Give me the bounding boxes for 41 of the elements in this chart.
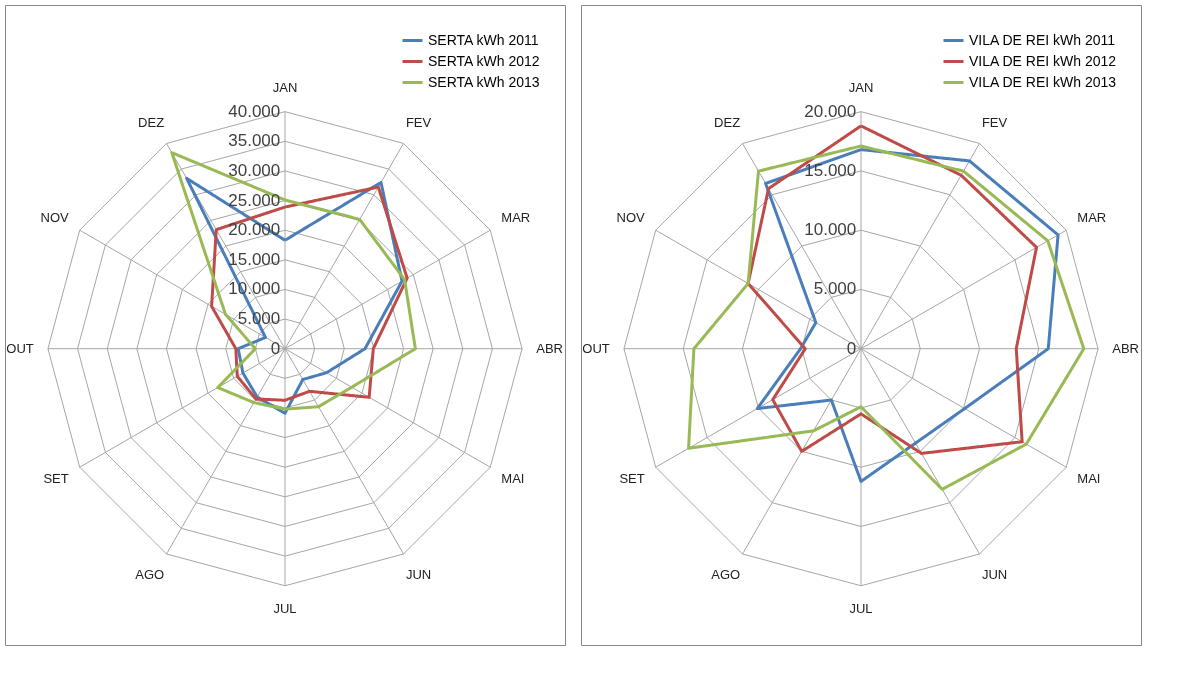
- spoke-label: MAR: [1077, 210, 1107, 226]
- y-tick-label: 30.000: [228, 160, 281, 180]
- y-tick-label: 10.000: [804, 220, 857, 240]
- spoke-label: NOV: [616, 210, 645, 226]
- spoke-label: DEZ: [138, 114, 165, 130]
- spoke-label: JAN: [848, 79, 874, 95]
- y-tick-label: 5.000: [813, 279, 857, 299]
- spoke-label: FEV: [981, 114, 1008, 130]
- legend-label: VILA DE REI kWh 2013: [969, 73, 1117, 90]
- y-tick-label: 40.000: [228, 101, 281, 121]
- y-tick-label: 0: [846, 338, 857, 358]
- spoke-label: JUN: [405, 566, 432, 582]
- spoke-label: JUL: [849, 601, 873, 617]
- spoke-label: ABR: [536, 340, 563, 356]
- spoke-label: MAI: [1077, 471, 1101, 487]
- legend-label: SERTA kWh 2013: [428, 73, 540, 90]
- spoke-label: OUT: [6, 340, 34, 356]
- spoke-label: SET: [619, 471, 645, 487]
- legend-label: SERTA kWh 2012: [428, 52, 540, 69]
- spoke-label: NOV: [40, 210, 69, 226]
- spoke-label: MAI: [501, 471, 525, 487]
- spoke-label: JAN: [272, 79, 298, 95]
- spoke-label: AGO: [135, 566, 165, 582]
- legend-label: VILA DE REI kWh 2011: [969, 31, 1116, 48]
- legend-label: SERTA kWh 2011: [428, 31, 539, 48]
- y-tick-label: 35.000: [228, 131, 281, 151]
- spoke-label: ABR: [1112, 340, 1139, 356]
- spoke-label: JUN: [981, 566, 1008, 582]
- y-tick-label: 20.000: [804, 101, 857, 121]
- y-tick-label: 15.000: [804, 160, 857, 180]
- spoke-label: FEV: [405, 114, 432, 130]
- y-tick-label: 25.000: [228, 190, 281, 210]
- y-tick-label: 15.000: [228, 249, 281, 269]
- spoke-label: JUL: [273, 601, 297, 617]
- spoke-label: OUT: [582, 340, 610, 356]
- legend-label: VILA DE REI kWh 2012: [969, 52, 1117, 69]
- spoke-label: DEZ: [714, 114, 741, 130]
- spoke-label: AGO: [711, 566, 741, 582]
- spoke-label: SET: [43, 471, 69, 487]
- y-tick-label: 0: [270, 338, 281, 358]
- spoke-label: MAR: [501, 210, 531, 226]
